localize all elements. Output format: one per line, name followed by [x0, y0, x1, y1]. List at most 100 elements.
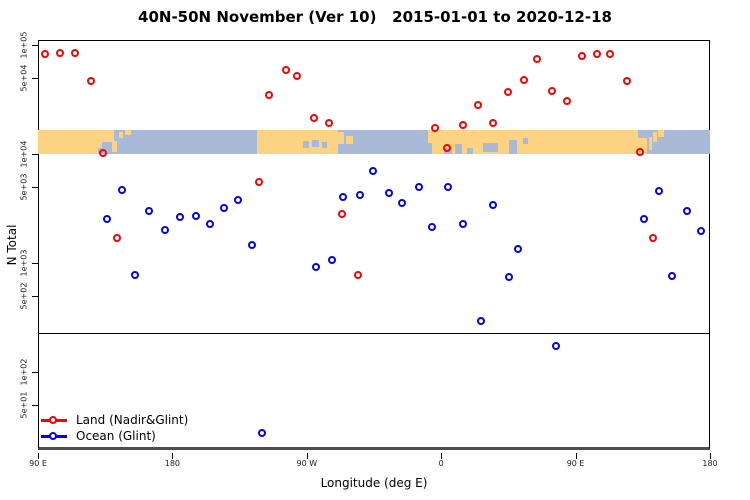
map-ocean-segment [338, 130, 428, 154]
data-point-land [489, 119, 498, 128]
x-tick-label: 90 E [29, 459, 47, 468]
data-point-land [533, 55, 542, 64]
data-point-land [310, 114, 319, 123]
data-point-ocean [118, 186, 127, 195]
data-point-ocean [552, 342, 561, 351]
data-point-ocean [258, 429, 267, 438]
legend-label-land: Land (Nadir&Glint) [76, 413, 189, 427]
data-point-land [649, 233, 658, 242]
data-point-land [255, 178, 264, 187]
legend-label-ocean: Ocean (Glint) [76, 429, 156, 443]
legend-item-land: Land (Nadir&Glint) [41, 412, 188, 428]
data-point-land [443, 143, 452, 152]
data-point-land [606, 50, 615, 59]
y-axis-tick [32, 45, 38, 46]
data-point-ocean [339, 193, 348, 201]
data-point-ocean [505, 273, 514, 282]
legend-item-ocean: Ocean (Glint) [41, 428, 188, 444]
data-point-ocean [514, 244, 523, 253]
legend: Land (Nadir&Glint) Ocean (Glint) [41, 412, 188, 444]
x-tick-label: 90 W [296, 459, 318, 468]
x-axis-tick [306, 453, 308, 459]
map-land-segment [38, 130, 111, 154]
data-point-land [503, 88, 512, 97]
x-tick-label: 90 E [566, 459, 585, 468]
map-land-segment [648, 137, 653, 151]
y-axis-tick [32, 77, 38, 79]
data-point-ocean [369, 167, 378, 176]
data-point-land [41, 50, 50, 59]
land-series-marker-icon [41, 415, 67, 425]
data-point-ocean [161, 225, 170, 234]
map-ocean-segment [427, 143, 433, 154]
map-ocean-segment [523, 138, 528, 145]
data-point-land [563, 97, 572, 106]
data-point-ocean [655, 186, 664, 195]
x-axis-tick [172, 453, 174, 459]
data-point-land [459, 120, 468, 129]
x-tick-label: 180 [702, 459, 718, 468]
data-point-land [431, 124, 440, 133]
data-point-land [87, 77, 96, 86]
y-axis-tick [32, 371, 38, 373]
map-land-segment [110, 130, 115, 142]
map-land-segment [427, 130, 648, 154]
y-axis-tick [32, 295, 38, 297]
map-land-segment [111, 140, 118, 152]
data-point-land [265, 91, 274, 100]
data-point-land [548, 87, 557, 96]
map-land-segment [256, 130, 339, 154]
data-point-land [282, 66, 291, 75]
data-point-ocean [668, 271, 677, 280]
data-point-land [71, 49, 80, 58]
data-point-land [520, 76, 529, 85]
x-axis-tick [710, 453, 711, 459]
data-point-ocean [385, 189, 394, 197]
map-ocean-segment [102, 141, 111, 154]
data-point-ocean [489, 201, 498, 210]
map-land-segment [338, 132, 345, 145]
map-ocean-segment [322, 141, 327, 148]
data-point-ocean [328, 255, 337, 264]
x-tick-label: 180 [164, 459, 181, 468]
map-ocean-segment [303, 140, 310, 148]
map-ocean-segment [483, 143, 498, 152]
map-ocean-segment [466, 147, 473, 154]
data-point-land [338, 209, 347, 218]
x-tick-label: 0 [438, 459, 444, 468]
x-axis-tick [441, 453, 443, 459]
map-ocean-segment [455, 144, 463, 154]
data-point-ocean [176, 212, 185, 221]
map-ocean-segment [509, 139, 518, 154]
x-axis-title: Longitude (deg E) [320, 476, 428, 490]
data-point-land [474, 100, 483, 109]
data-point-ocean [428, 222, 437, 231]
data-point-land [578, 51, 587, 60]
data-point-land [354, 271, 363, 280]
data-point-ocean [206, 219, 215, 228]
data-point-ocean [683, 206, 692, 215]
data-point-land [99, 149, 108, 158]
data-point-ocean [398, 198, 407, 207]
plot-area-border [38, 40, 710, 450]
y-axis-tick [32, 186, 38, 188]
world-map-band [38, 130, 710, 154]
map-ocean-segment [312, 139, 320, 147]
data-point-land [56, 49, 65, 58]
x-axis-tick [575, 453, 577, 459]
data-point-ocean [459, 219, 468, 228]
data-point-ocean [145, 206, 154, 215]
map-land-segment [124, 130, 131, 135]
data-point-land [293, 72, 302, 81]
data-point-land [113, 233, 122, 242]
data-point-ocean [415, 183, 424, 192]
data-point-ocean [697, 226, 706, 235]
y-axis-tick [32, 404, 38, 406]
data-point-ocean [477, 316, 486, 325]
chart-title: 40N-50N November (Ver 10) 2015-01-01 to … [138, 8, 612, 26]
y-axis-tick [32, 153, 38, 155]
ocean-series-marker-icon [41, 431, 67, 441]
x-axis-tick [38, 453, 39, 459]
data-point-ocean [640, 214, 649, 223]
